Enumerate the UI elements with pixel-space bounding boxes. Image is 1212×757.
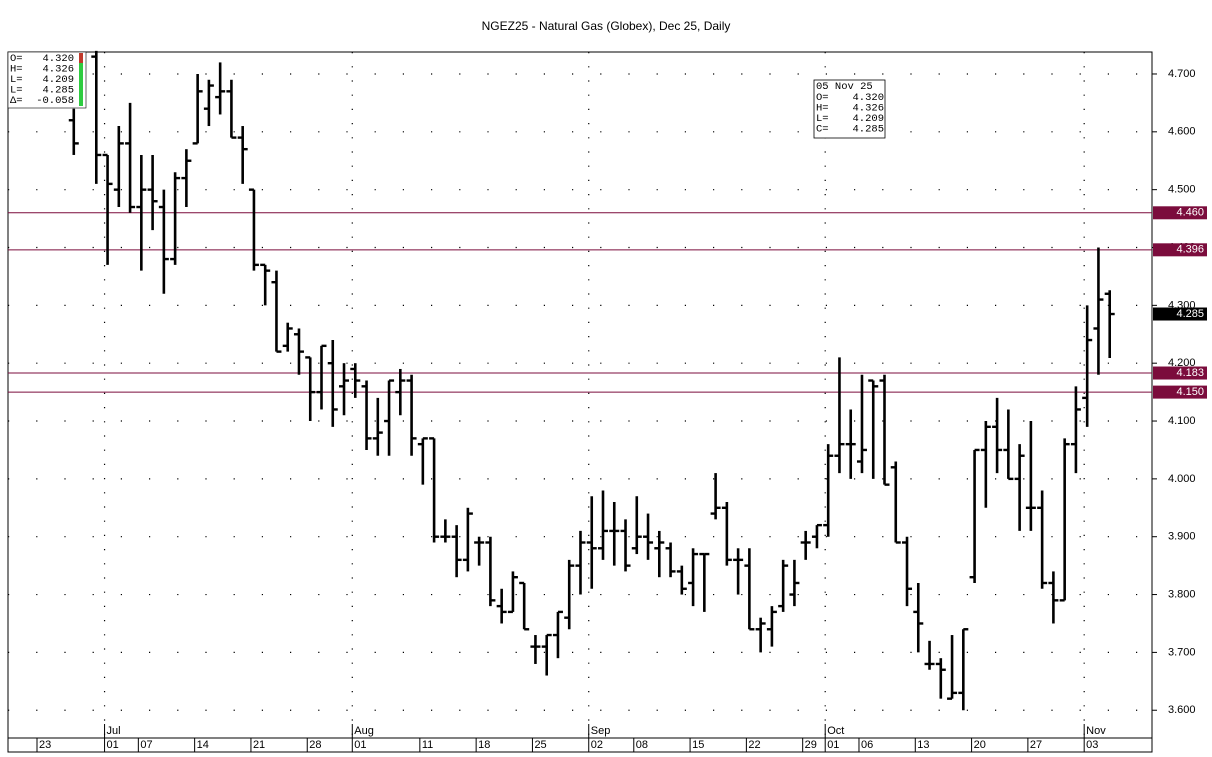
- data-box-key: L=: [816, 113, 829, 125]
- x-tick-label: 01: [107, 739, 119, 751]
- month-label: Nov: [1086, 725, 1106, 737]
- y-tick-label: 4.000: [1168, 473, 1196, 485]
- y-tick-label: 3.700: [1168, 646, 1196, 658]
- x-tick-label: 23: [39, 739, 51, 751]
- data-box-key: H=: [816, 102, 829, 114]
- month-label: Jul: [107, 725, 121, 737]
- x-tick-label: 22: [748, 739, 760, 751]
- y-tick-label: 4.600: [1168, 126, 1196, 138]
- month-label: Oct: [827, 725, 844, 737]
- x-tick-label: 02: [591, 739, 603, 751]
- data-box-value: 4.320: [852, 92, 884, 104]
- x-tick-label: 07: [140, 739, 152, 751]
- x-tick-label: 14: [197, 739, 209, 751]
- data-box-date: 05 Nov 25: [816, 81, 873, 93]
- x-tick-label: 13: [917, 739, 929, 751]
- y-tick-label: 3.600: [1168, 704, 1196, 716]
- info-value: 4.320: [42, 53, 74, 65]
- x-tick-label: 18: [478, 739, 490, 751]
- info-key: H=: [10, 63, 23, 75]
- x-tick-label: 08: [636, 739, 648, 751]
- info-key: L=: [10, 74, 23, 86]
- level-tag: [1153, 366, 1207, 380]
- y-tick-label: 3.900: [1168, 531, 1196, 543]
- x-tick-label: 27: [1030, 739, 1042, 751]
- x-tick-label: 06: [861, 739, 873, 751]
- data-box-value: 4.326: [852, 102, 884, 114]
- month-label: Aug: [354, 725, 374, 737]
- info-value: 4.209: [42, 74, 74, 86]
- info-key: Δ=: [10, 95, 23, 107]
- chart-title: NGEZ25 - Natural Gas (Globex), Dec 25, D…: [482, 19, 731, 33]
- level-label: 4.150: [1176, 386, 1204, 398]
- data-box-value: 4.209: [852, 113, 884, 125]
- data-box: [813, 79, 886, 139]
- y-tick-label: 3.800: [1168, 588, 1196, 600]
- x-tick-label: 15: [692, 739, 704, 751]
- info-value: 4.326: [42, 63, 74, 75]
- x-tick-label: 03: [1086, 739, 1098, 751]
- info-value: -0.058: [36, 95, 74, 107]
- x-tick-label: 21: [253, 739, 265, 751]
- x-tick-label: 25: [534, 739, 546, 751]
- level-tag: [1153, 206, 1207, 220]
- info-indicator-green: [79, 63, 83, 106]
- level-tag: [1153, 385, 1207, 399]
- month-label: Sep: [591, 725, 611, 737]
- last-price-tag: [1153, 307, 1207, 321]
- y-tick-label: 4.100: [1168, 415, 1196, 427]
- info-key: L=: [10, 84, 23, 96]
- data-box-key: O=: [816, 92, 829, 104]
- y-tick-label: 4.700: [1168, 68, 1196, 80]
- x-tick-label: 01: [354, 739, 366, 751]
- x-tick-label: 28: [309, 739, 321, 751]
- y-tick-label: 4.500: [1168, 184, 1196, 196]
- last-price-label: 4.285: [1176, 308, 1204, 320]
- level-tag: [1153, 243, 1207, 257]
- x-tick-label: 20: [974, 739, 986, 751]
- x-tick-label: 29: [805, 739, 817, 751]
- x-tick-label: 11: [422, 739, 433, 751]
- x-tick-label: 01: [827, 739, 839, 751]
- info-key: O=: [10, 53, 23, 65]
- plot-frame: [7, 51, 1153, 739]
- level-label: 4.396: [1176, 244, 1204, 256]
- level-label: 4.183: [1176, 367, 1204, 379]
- info-indicator-red: [79, 53, 83, 63]
- data-box-key: C=: [816, 123, 829, 135]
- level-label: 4.460: [1176, 207, 1204, 219]
- data-box-value: 4.285: [852, 123, 884, 135]
- y-tick-label: 4.200: [1168, 357, 1196, 369]
- info-panel: [7, 51, 87, 109]
- info-value: 4.285: [42, 84, 74, 96]
- date-bar: [7, 737, 1153, 753]
